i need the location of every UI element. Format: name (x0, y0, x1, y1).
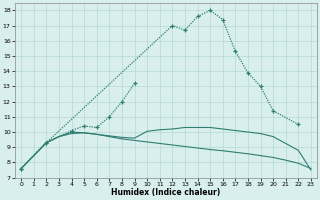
X-axis label: Humidex (Indice chaleur): Humidex (Indice chaleur) (111, 188, 221, 197)
